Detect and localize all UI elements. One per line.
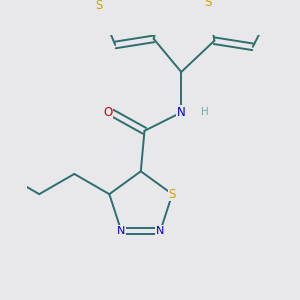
Text: N: N — [117, 226, 125, 236]
Text: H: H — [201, 107, 209, 117]
Text: N: N — [177, 106, 186, 119]
Text: S: S — [95, 0, 103, 12]
Text: N: N — [156, 226, 164, 236]
Text: O: O — [103, 106, 112, 119]
Text: S: S — [205, 0, 212, 9]
Text: S: S — [169, 188, 176, 201]
